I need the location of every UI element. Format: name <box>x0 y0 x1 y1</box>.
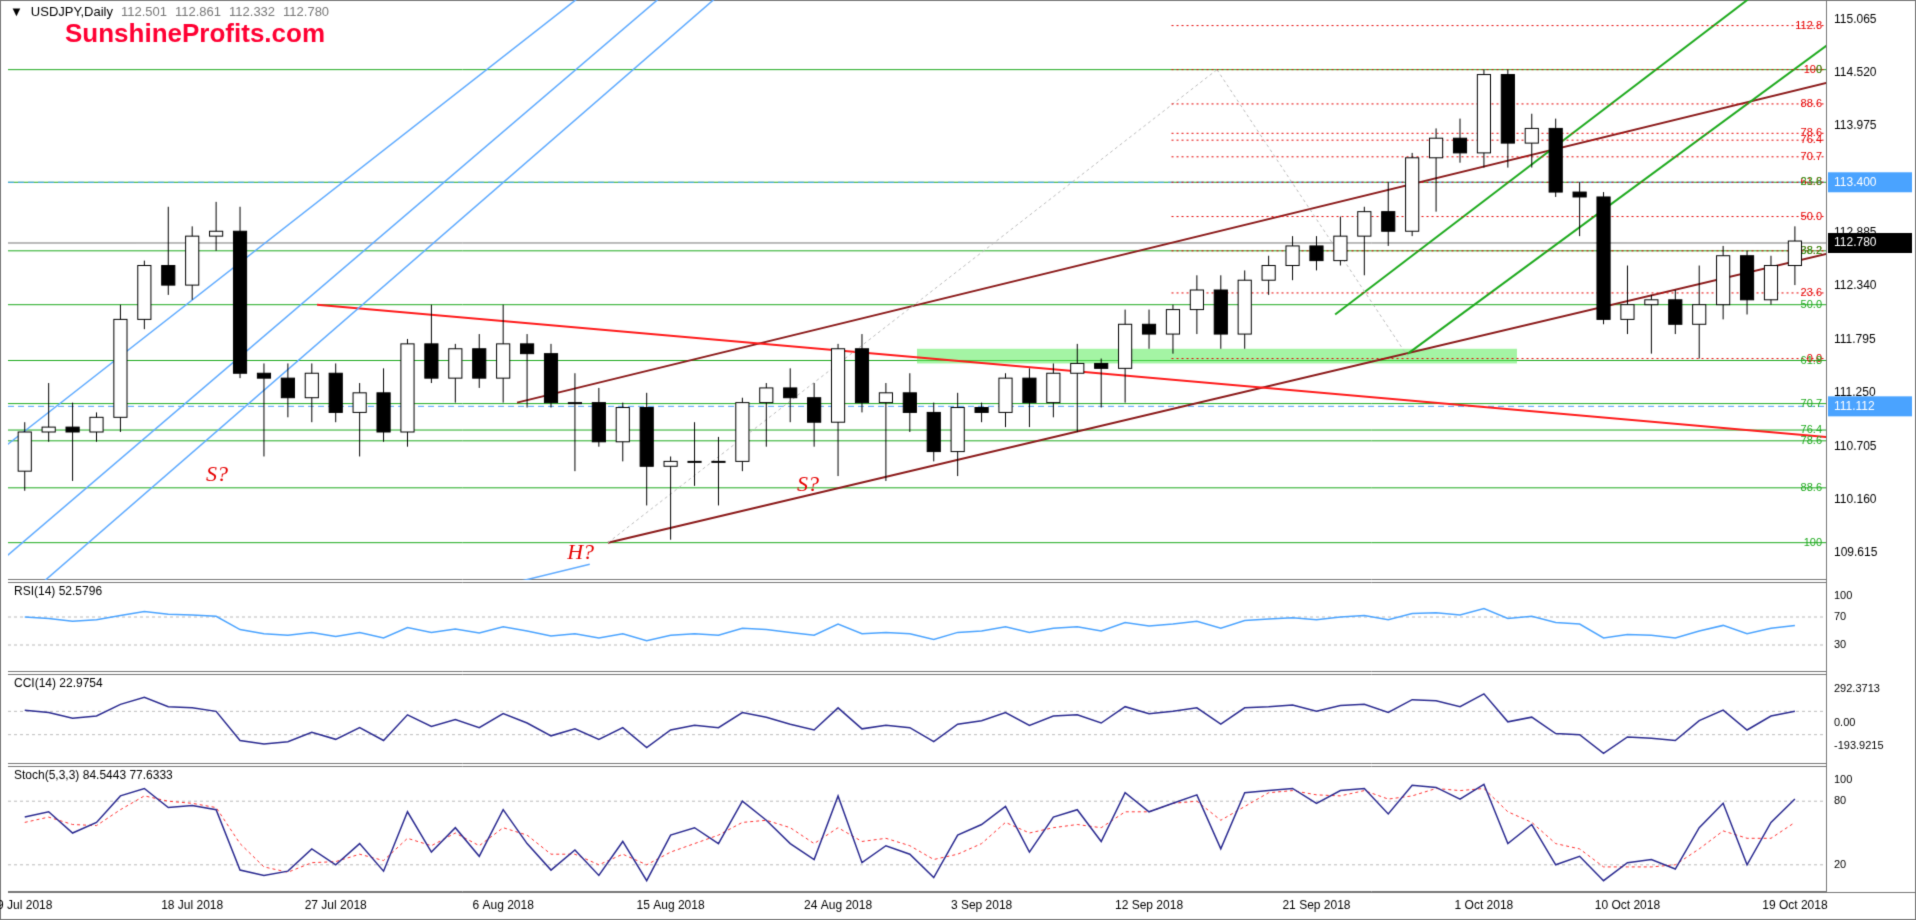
chart-root <box>0 0 1916 920</box>
chart-canvas <box>0 0 1916 920</box>
